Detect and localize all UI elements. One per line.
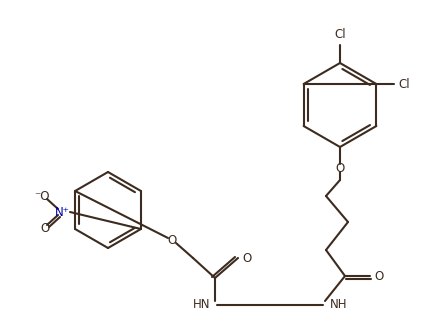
Text: O: O: [167, 233, 177, 247]
Text: ⁻O: ⁻O: [34, 190, 50, 203]
Text: N⁺: N⁺: [55, 206, 69, 218]
Text: NH: NH: [330, 299, 348, 311]
Text: O: O: [336, 162, 344, 174]
Text: Cl: Cl: [398, 77, 410, 90]
Text: O: O: [242, 252, 251, 264]
Text: Cl: Cl: [334, 28, 346, 41]
Text: O: O: [374, 269, 383, 282]
Text: HN: HN: [193, 299, 210, 311]
Text: O: O: [40, 221, 50, 234]
